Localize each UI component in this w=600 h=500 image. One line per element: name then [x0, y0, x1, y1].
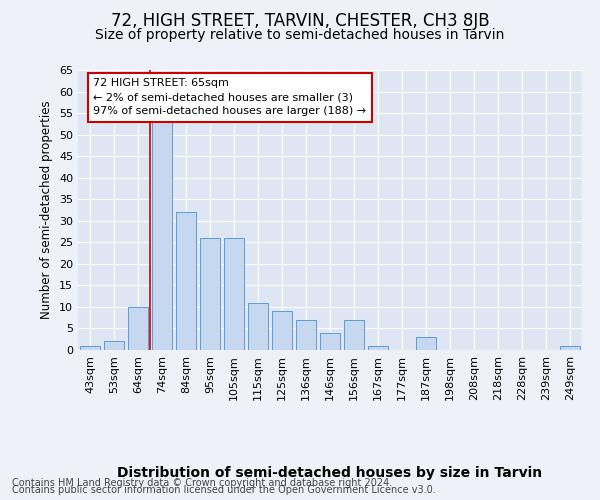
Bar — [152, 118, 172, 350]
Bar — [272, 311, 292, 350]
Bar — [224, 238, 244, 350]
Y-axis label: Number of semi-detached properties: Number of semi-detached properties — [40, 100, 53, 320]
Bar — [176, 212, 196, 350]
Bar — [560, 346, 580, 350]
Bar — [368, 346, 388, 350]
Bar — [80, 346, 100, 350]
Text: 72, HIGH STREET, TARVIN, CHESTER, CH3 8JB: 72, HIGH STREET, TARVIN, CHESTER, CH3 8J… — [110, 12, 490, 30]
Text: Size of property relative to semi-detached houses in Tarvin: Size of property relative to semi-detach… — [95, 28, 505, 42]
Text: Contains public sector information licensed under the Open Government Licence v3: Contains public sector information licen… — [12, 485, 436, 495]
Text: Distribution of semi-detached houses by size in Tarvin: Distribution of semi-detached houses by … — [118, 466, 542, 480]
Bar — [296, 320, 316, 350]
Bar — [320, 333, 340, 350]
Text: Contains HM Land Registry data © Crown copyright and database right 2024.: Contains HM Land Registry data © Crown c… — [12, 478, 392, 488]
Text: 72 HIGH STREET: 65sqm
← 2% of semi-detached houses are smaller (3)
97% of semi-d: 72 HIGH STREET: 65sqm ← 2% of semi-detac… — [93, 78, 366, 116]
Bar — [128, 307, 148, 350]
Bar — [344, 320, 364, 350]
Bar — [248, 302, 268, 350]
Bar — [416, 337, 436, 350]
Bar — [104, 342, 124, 350]
Bar — [200, 238, 220, 350]
